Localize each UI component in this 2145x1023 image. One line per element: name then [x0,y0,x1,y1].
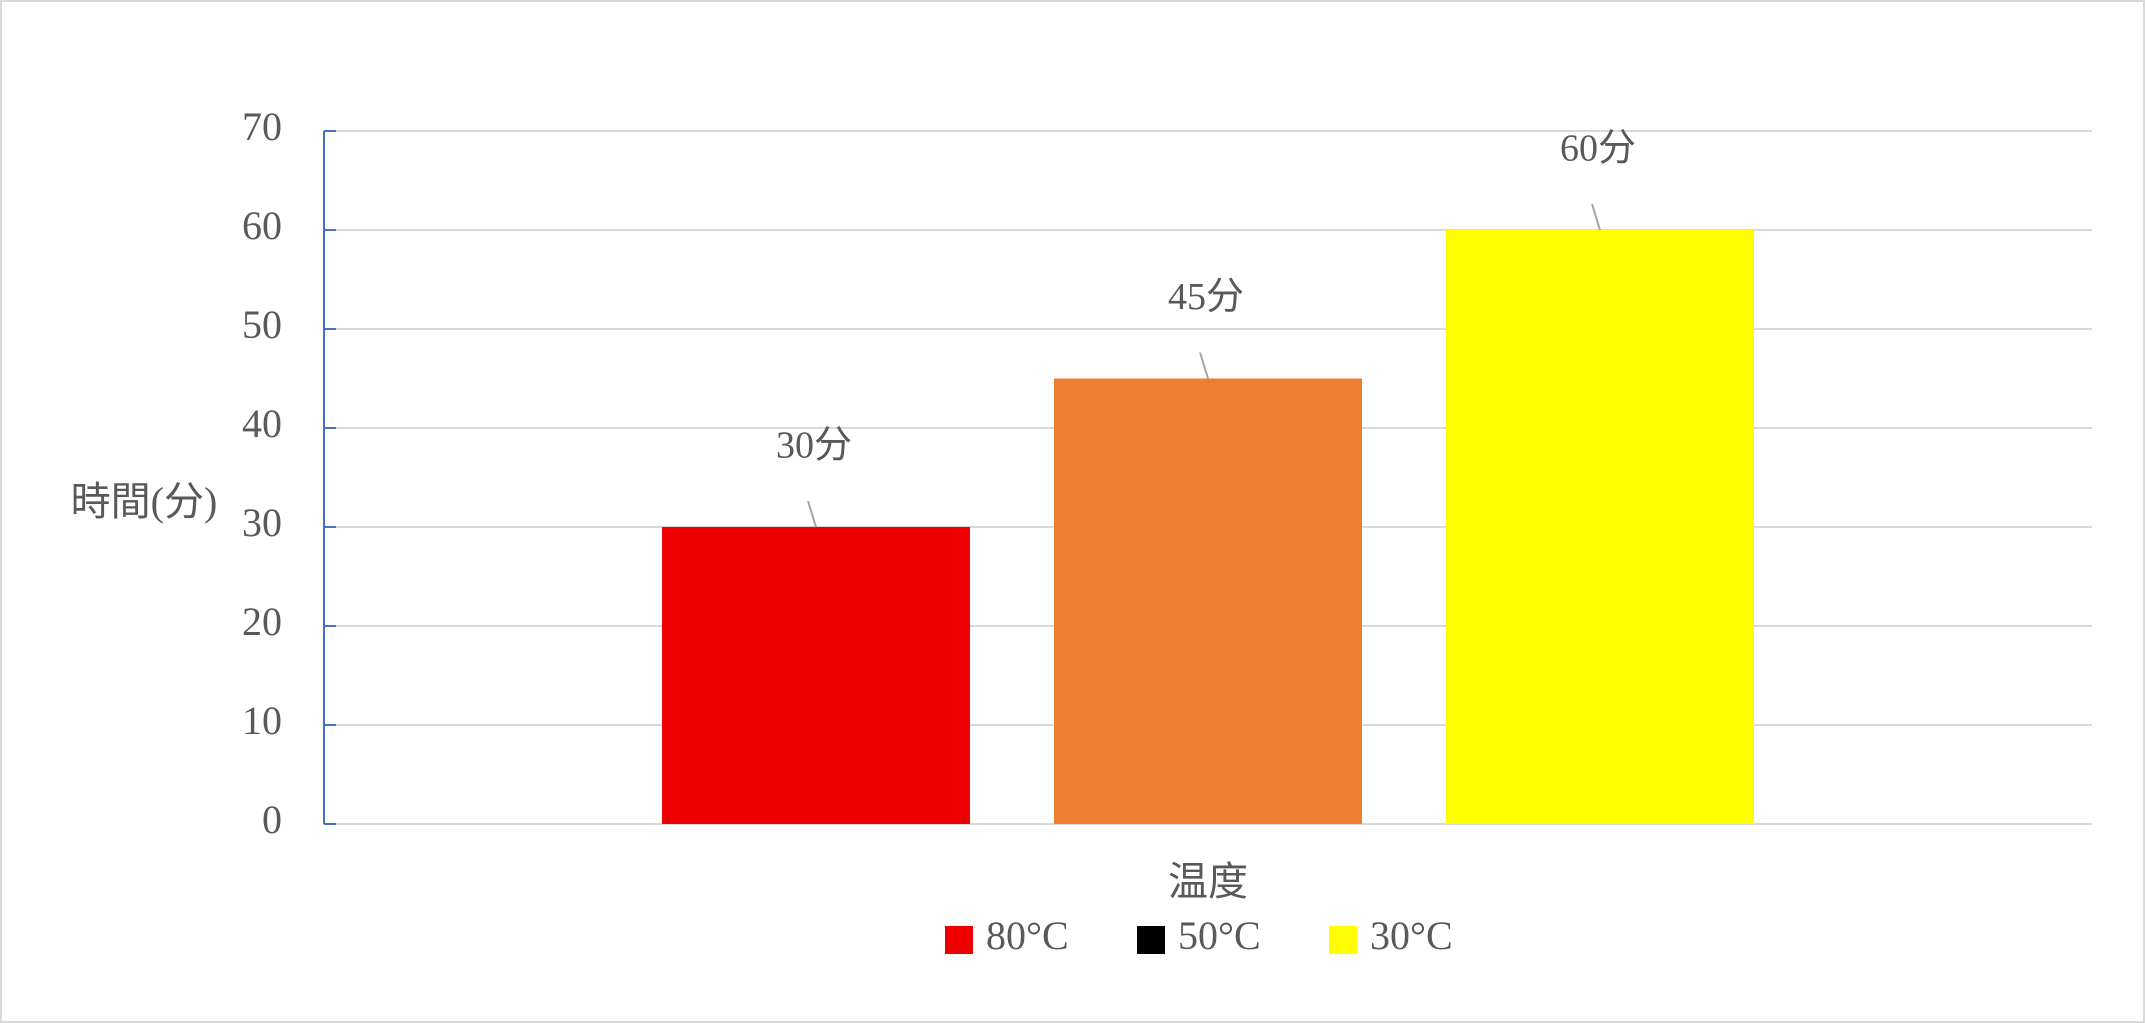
x-axis-title: 温度 [1168,859,1248,904]
legend-label: 80°C [986,913,1069,958]
y-tick-label: 50 [242,302,282,347]
y-axis-title: 時間(分) [71,479,218,524]
leader-line [807,500,817,528]
legend-swatch [945,926,973,954]
legend-label: 30°C [1370,913,1453,958]
y-tick-label: 40 [242,401,282,446]
value-label: 45分 [1168,276,1244,318]
leader-line [1591,203,1601,231]
value-label: 30分 [776,425,852,467]
y-tick-label: 0 [262,797,282,842]
legend-swatch [1137,926,1165,954]
bar [1446,230,1754,824]
y-tick-label: 10 [242,698,282,743]
value-label: 60分 [1560,128,1636,170]
y-tick-label: 20 [242,599,282,644]
bar [662,527,970,824]
y-tick-label: 60 [242,203,282,248]
y-tick-label: 70 [242,104,282,149]
legend-label: 50°C [1178,913,1261,958]
bar [1054,378,1362,824]
leader-line [1199,352,1209,379]
legend-swatch [1329,926,1357,954]
y-tick-label: 30 [242,500,282,545]
